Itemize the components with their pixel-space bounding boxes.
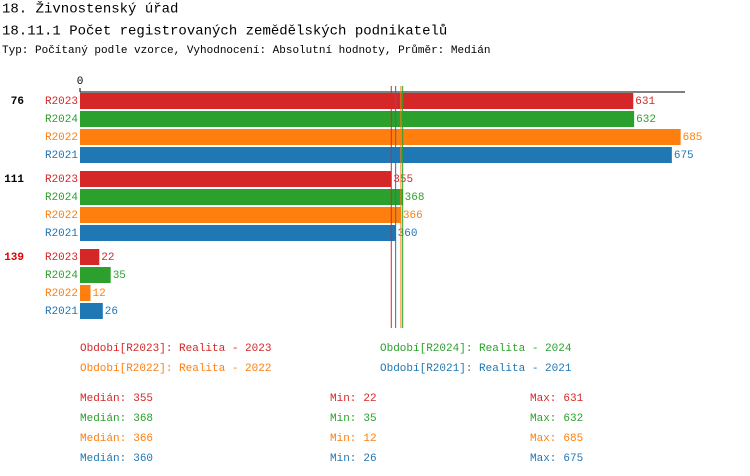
bar	[80, 147, 672, 163]
value-label: 22	[101, 252, 114, 264]
stat-value: 675	[563, 453, 583, 465]
series-label: R2024	[45, 114, 78, 126]
legend-entry: Období[R2024]: Realita - 2024	[380, 343, 572, 355]
series-label: R2022	[45, 210, 78, 222]
stat-label: Max:	[530, 433, 556, 445]
x-tick-label: 0	[77, 76, 84, 88]
category-label: 76	[11, 96, 24, 108]
series-label: R2021	[45, 306, 78, 318]
series-label: R2021	[45, 228, 78, 240]
stat-label: Max:	[530, 413, 556, 425]
stat-label: Max:	[530, 393, 556, 405]
value-label: 12	[93, 288, 106, 300]
stat-label: Medián:	[80, 393, 126, 405]
value-label: 685	[683, 132, 703, 144]
bar	[80, 93, 634, 109]
series-label: R2024	[45, 270, 78, 282]
series-label: R2021	[45, 150, 78, 162]
value-label: 355	[393, 174, 413, 186]
category-label: 139	[4, 252, 24, 264]
stat-label: Min:	[330, 433, 356, 445]
bar	[80, 129, 681, 145]
stat-label: Min:	[330, 413, 356, 425]
stat-label: Medián:	[80, 433, 126, 445]
series-label: R2022	[45, 132, 78, 144]
bar	[80, 303, 103, 319]
stat-value: 22	[363, 393, 376, 405]
value-label: 368	[405, 192, 425, 204]
series-label: R2023	[45, 174, 78, 186]
bar	[80, 267, 111, 283]
stat-value: 12	[363, 433, 376, 445]
value-label: 35	[113, 270, 126, 282]
legend-entry: Období[R2021]: Realita - 2021	[380, 363, 572, 375]
legend-entry: Období[R2022]: Realita - 2022	[80, 363, 271, 375]
stat-label: Max:	[530, 453, 556, 465]
bar	[80, 111, 635, 127]
stat-label: Min:	[330, 453, 356, 465]
bar	[80, 225, 396, 241]
value-label: 675	[674, 150, 694, 162]
category-label: 111	[4, 174, 24, 186]
series-label: R2024	[45, 192, 78, 204]
series-label: R2023	[45, 252, 78, 264]
bar	[80, 249, 100, 265]
series-label: R2023	[45, 96, 78, 108]
series-label: R2022	[45, 288, 78, 300]
stat-value: 355	[133, 393, 153, 405]
stat-label: Medián:	[80, 413, 126, 425]
bar	[80, 207, 401, 223]
value-label: 26	[105, 306, 118, 318]
stat-value: 26	[363, 453, 376, 465]
chart-subtitle: 18.11.1 Počet registrovaných zemědělskýc…	[2, 24, 447, 40]
value-label: 366	[403, 210, 423, 222]
chart-title: 18. Živnostenský úřad	[2, 0, 178, 18]
legend-entry: Období[R2023]: Realita - 2023	[80, 343, 271, 355]
value-label: 631	[635, 96, 655, 108]
value-label: 632	[636, 114, 656, 126]
chart-description: Typ: Počítaný podle vzorce, Vyhodnocení:…	[2, 44, 490, 57]
bar	[80, 171, 392, 187]
stat-value: 35	[363, 413, 376, 425]
stat-value: 360	[133, 453, 153, 465]
stat-label: Medián:	[80, 453, 126, 465]
stat-value: 631	[563, 393, 583, 405]
stat-value: 368	[133, 413, 153, 425]
stat-value: 366	[133, 433, 153, 445]
bar	[80, 189, 403, 205]
stat-value: 685	[563, 433, 583, 445]
stat-label: Min:	[330, 393, 356, 405]
stat-value: 632	[563, 413, 583, 425]
bar	[80, 285, 91, 301]
